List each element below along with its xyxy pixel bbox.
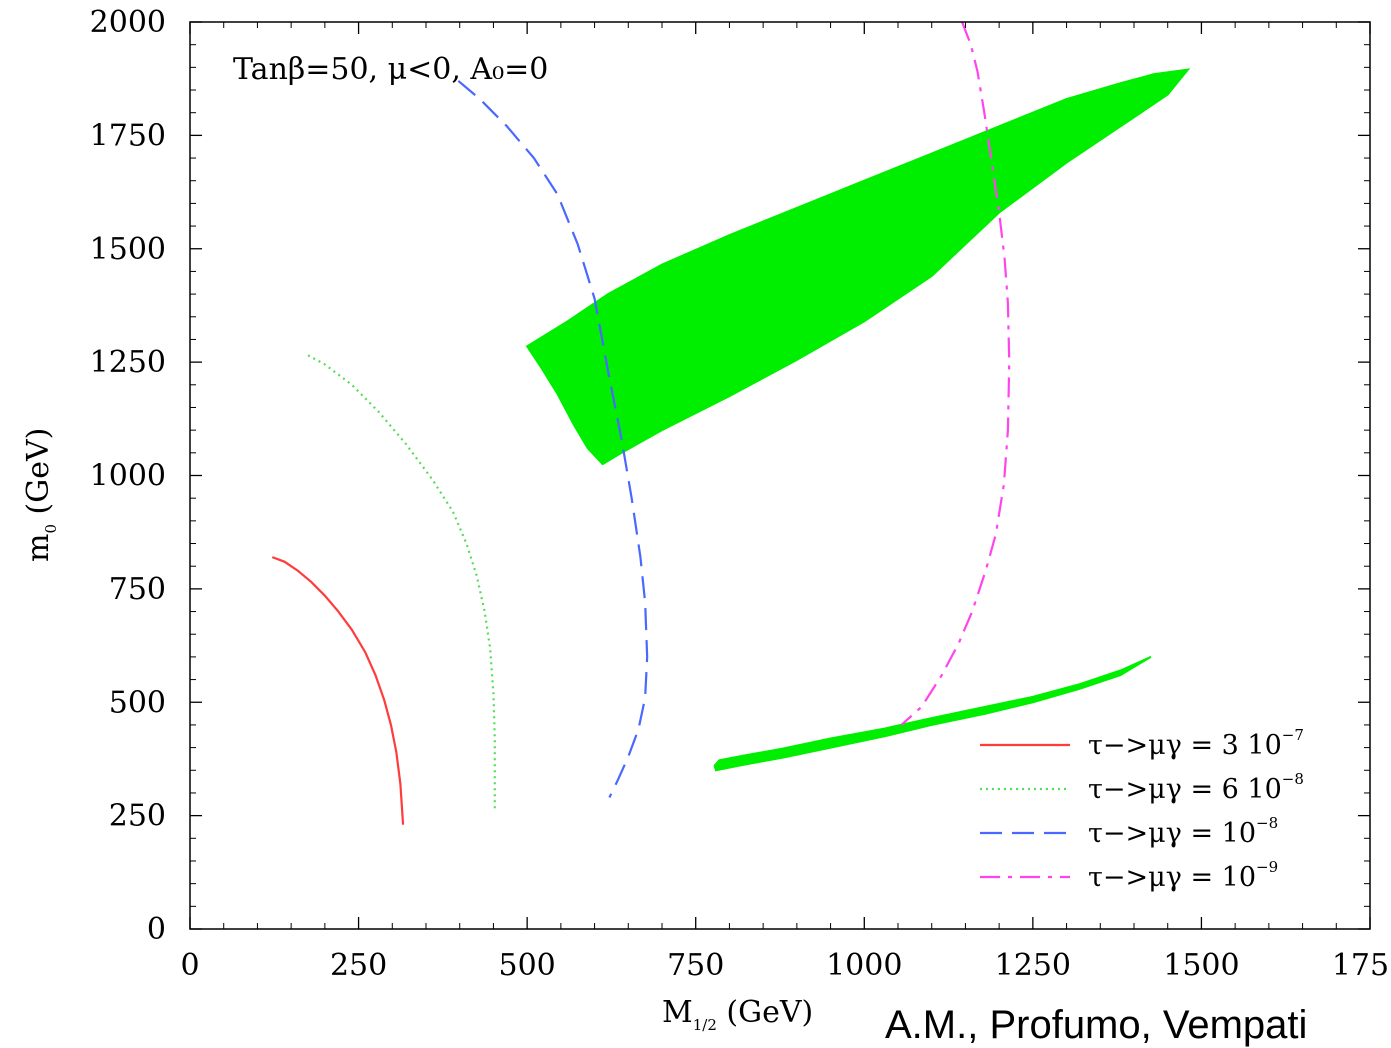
axis-ticks — [189, 21, 1371, 930]
x-tick-label: 750 — [667, 948, 724, 983]
x-tick-label: 500 — [499, 948, 556, 983]
allowed-regions — [525, 68, 1191, 772]
y-tick-labels: 0 250 500 750 1000 1250 1500 1750 2000 — [90, 5, 166, 947]
y-tick-label: 250 — [109, 799, 166, 834]
x-tick-label: 1500 — [1163, 948, 1239, 983]
y-tick-label: 750 — [109, 572, 166, 607]
legend: τ−>μγ = 3 10−7τ−>μγ = 6 10−8τ−>μγ = 10−8… — [980, 726, 1304, 893]
allowed-region-0 — [525, 68, 1191, 466]
y-axis-title-sub: 0 — [42, 524, 60, 534]
y-axis-title-main: m — [21, 534, 56, 562]
contour-line-1 — [307, 354, 496, 812]
x-axis-title-sub: 1/2 — [693, 1016, 717, 1034]
legend-label-2: τ−>μγ = 10−8 — [1088, 814, 1278, 849]
y-axis-title-unit: (GeV) — [21, 428, 56, 524]
contour-lines — [271, 21, 1011, 825]
legend-label-text: τ−>μγ = 3 10 — [1088, 730, 1282, 761]
x-axis-title-unit: (GeV) — [717, 995, 813, 1030]
allowed-region-1 — [713, 655, 1152, 772]
legend-label-exponent: −9 — [1256, 858, 1278, 876]
legend-label-3: τ−>μγ = 10−9 — [1088, 858, 1278, 893]
parameter-annotation: Tanβ=50, μ<0, A₀=0 — [233, 52, 548, 87]
y-tick-label: 1000 — [90, 459, 166, 494]
y-tick-label: 1500 — [90, 232, 166, 267]
legend-label-exponent: −7 — [1282, 726, 1304, 744]
legend-label-text: τ−>μγ = 6 10 — [1088, 774, 1282, 805]
y-tick-label: 1250 — [90, 345, 166, 380]
x-tick-labels: 0 250 500 750 1000 1250 1500 1750 — [180, 948, 1391, 983]
x-tick-label: 1250 — [995, 948, 1071, 983]
legend-label-text: τ−>μγ = 10 — [1088, 818, 1256, 849]
x-tick-label: 250 — [330, 948, 387, 983]
legend-label-exponent: −8 — [1256, 814, 1278, 832]
y-tick-label: 0 — [147, 912, 166, 947]
y-tick-label: 2000 — [90, 5, 166, 40]
x-axis-title-main: M — [662, 995, 693, 1030]
contour-line-0 — [271, 556, 405, 825]
legend-label-1: τ−>μγ = 6 10−8 — [1088, 770, 1304, 805]
contour-line-2 — [457, 80, 649, 798]
x-tick-label: 1750 — [1332, 948, 1391, 983]
legend-label-exponent: −8 — [1282, 770, 1304, 788]
legend-label-text: τ−>μγ = 10 — [1088, 862, 1256, 893]
contour-line-3 — [900, 21, 1011, 726]
author-credit: A.M., Profumo, Vempati — [885, 1003, 1308, 1047]
x-axis-title: M1/2 (GeV) — [662, 995, 813, 1034]
y-tick-label: 500 — [109, 685, 166, 720]
legend-label-0: τ−>μγ = 3 10−7 — [1088, 726, 1304, 761]
x-tick-label: 1000 — [826, 948, 902, 983]
x-tick-label: 0 — [180, 948, 199, 983]
y-tick-label: 1750 — [90, 118, 166, 153]
y-axis-title: m0 (GeV) — [21, 428, 60, 562]
